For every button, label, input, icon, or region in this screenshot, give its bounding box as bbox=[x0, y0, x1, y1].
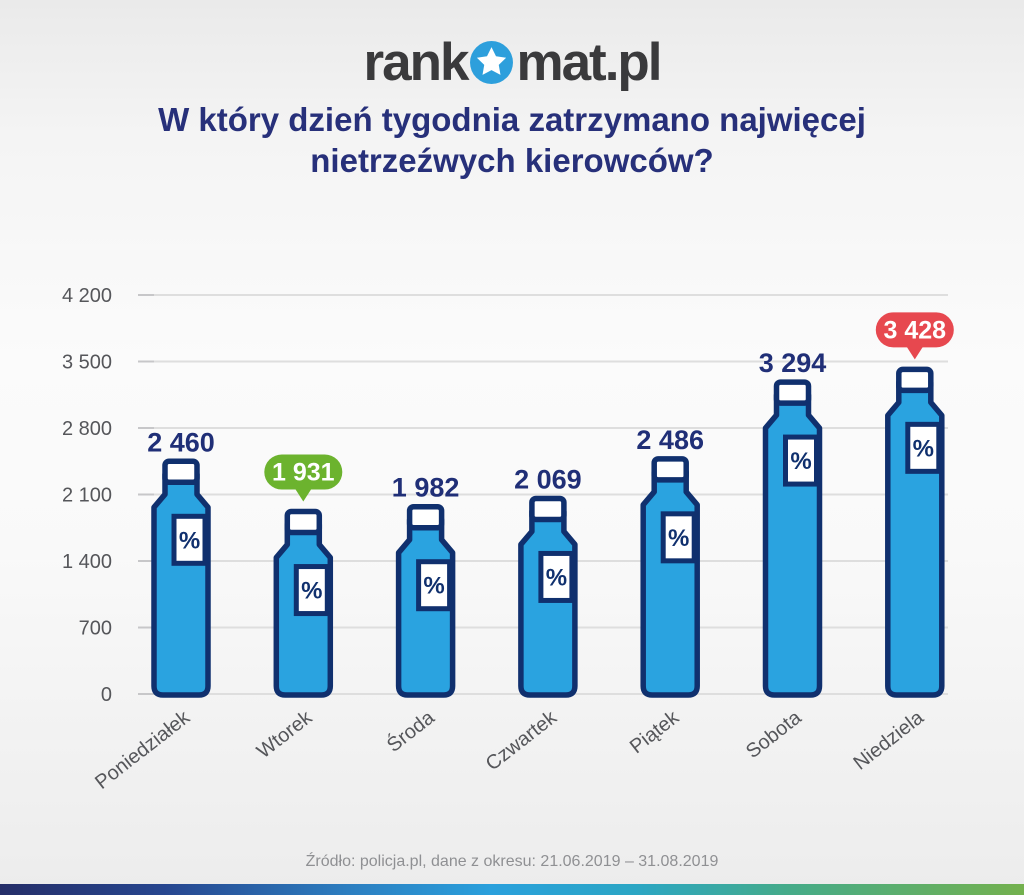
percent-label-box bbox=[905, 421, 942, 474]
bottle-bar-wtorek: % bbox=[273, 508, 334, 698]
x-axis-label-sroda: Środa bbox=[382, 704, 440, 756]
percent-label: % bbox=[668, 525, 689, 552]
bottle-cap bbox=[529, 495, 567, 523]
x-axis-label-sobota: Sobota bbox=[742, 706, 806, 763]
value-label-poniedzialek: 2 460 bbox=[147, 427, 215, 457]
footer-gradient-bar bbox=[0, 884, 1024, 895]
percent-label-box bbox=[171, 513, 208, 566]
bottle-bar-niedziela: % bbox=[885, 366, 945, 698]
x-axis-label-niedziela: Niedziela bbox=[850, 706, 929, 775]
percent-label: % bbox=[913, 435, 934, 462]
value-label-czwartek: 2 069 bbox=[514, 464, 582, 494]
x-axis-label-poniedzialek: Poniedziałek bbox=[91, 706, 195, 794]
title-line-2: nietrzeźwych kierowców? bbox=[310, 142, 714, 179]
x-axis-label-wtorek: Wtorek bbox=[253, 706, 317, 763]
min-value-badge: 1 931 bbox=[264, 454, 343, 502]
y-tick-label-1400: 1 400 bbox=[62, 551, 112, 573]
star-icon bbox=[470, 41, 514, 84]
bottle-bar-piatek: % bbox=[640, 456, 700, 698]
title-line-1: W który dzień tygodnia zatrzymano najwię… bbox=[158, 101, 866, 138]
y-tick-label-4200: 4 200 bbox=[62, 285, 112, 307]
value-label-sobota: 3 294 bbox=[759, 348, 827, 378]
logo-text-right: mat.pl bbox=[516, 33, 662, 92]
percent-label-box bbox=[660, 511, 697, 564]
y-tick-label-700: 700 bbox=[79, 618, 112, 640]
percent-label-box bbox=[293, 564, 330, 617]
bottle-cap bbox=[651, 456, 689, 483]
bottle-body bbox=[151, 471, 211, 698]
badge-pill bbox=[875, 312, 954, 348]
percent-label-box bbox=[416, 559, 453, 612]
x-axis-label-piatek: Piątek bbox=[626, 706, 684, 758]
max-value-badge: 3 428 bbox=[875, 312, 954, 360]
percent-label: % bbox=[790, 448, 811, 475]
bottle-cap bbox=[896, 366, 934, 394]
value-label-piatek: 2 486 bbox=[636, 425, 704, 455]
y-tick-label-3500: 3 500 bbox=[62, 352, 112, 374]
source-note: Źródło: policja.pl, dane z okresu: 21.06… bbox=[305, 853, 719, 870]
bottle-cap bbox=[284, 508, 323, 536]
percent-label-box bbox=[538, 550, 575, 603]
page-title: W który dzień tygodnia zatrzymano najwię… bbox=[0, 99, 1024, 181]
bottle-bar-czwartek: % bbox=[518, 495, 578, 698]
value-label-sroda: 1 982 bbox=[392, 473, 460, 503]
badge-tail bbox=[294, 487, 313, 502]
bottle-bar-sroda: % bbox=[395, 503, 456, 698]
logo-text-left: rank bbox=[363, 33, 469, 92]
bottle-bar-poniedzialek: % bbox=[151, 458, 211, 698]
bottle-body bbox=[518, 508, 578, 698]
badge-value-label: 1 931 bbox=[272, 459, 335, 487]
bottle-bar-sobota: % bbox=[762, 379, 823, 698]
percent-label-box bbox=[783, 434, 819, 487]
y-tick-label-2100: 2 100 bbox=[62, 485, 112, 507]
x-axis-label-czwartek: Czwartek bbox=[482, 706, 562, 775]
bottle-cap bbox=[162, 458, 200, 486]
badge-pill bbox=[264, 454, 343, 490]
percent-label: % bbox=[301, 578, 322, 605]
percent-label: % bbox=[546, 564, 567, 591]
badge-value-label: 3 428 bbox=[884, 316, 947, 344]
y-tick-label-0: 0 bbox=[101, 684, 112, 706]
y-tick-label-2800: 2 800 bbox=[62, 418, 112, 440]
logo: rank mat.pl bbox=[0, 36, 1024, 89]
badge-tail bbox=[905, 345, 924, 360]
percent-label: % bbox=[423, 573, 444, 600]
bottle-cap bbox=[773, 379, 812, 406]
bottle-body bbox=[640, 469, 700, 698]
bottle-cap bbox=[406, 503, 445, 531]
percent-label: % bbox=[179, 527, 200, 554]
